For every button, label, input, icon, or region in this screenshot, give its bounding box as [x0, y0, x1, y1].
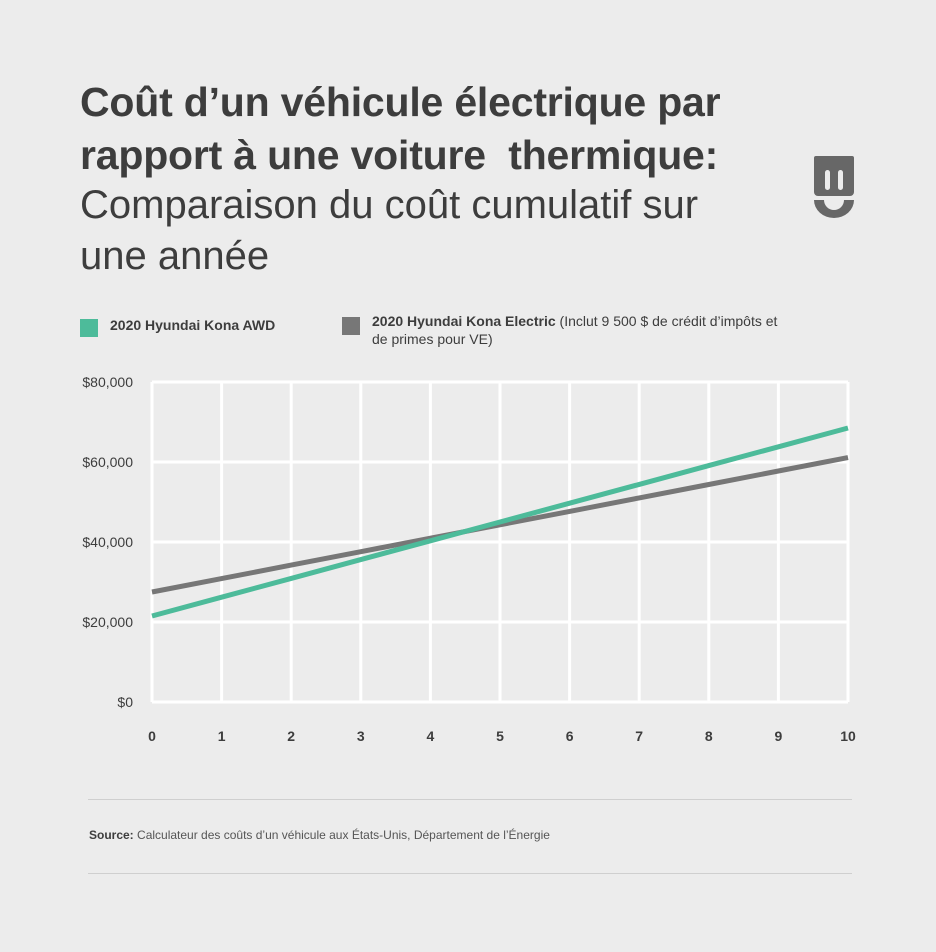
y-axis-ticks: $0 $20,000 $40,000 $60,000 $80,000 [82, 374, 133, 710]
x-tick-label: 1 [218, 728, 226, 744]
title-block: Coût d’un véhicule électrique par rapport… [80, 76, 780, 282]
gridlines [150, 380, 850, 704]
chart-title-line2: rapport à une voiture thermique: [80, 132, 719, 178]
x-tick-label: 2 [287, 728, 295, 744]
chart-subtitle: Comparaison du coût cumulatif sur une ann… [80, 180, 780, 282]
source-text: Calculateur des coûts d’un véhicule aux … [133, 828, 550, 842]
y-tick-label: $0 [117, 694, 133, 710]
line-chart: $0 $20,000 $40,000 $60,000 $80,000 0 1 2 3 4 5 6 7 8… [0, 360, 936, 760]
chart-title-line1: Coût d’un véhicule électrique par [80, 79, 721, 125]
legend-swatch-kona-awd [80, 319, 98, 337]
x-tick-label: 6 [566, 728, 574, 744]
legend-swatch-kona-electric [342, 317, 360, 335]
legend: 2020 Hyundai Kona AWD 2020 Hyundai Kona … [0, 312, 936, 352]
chart-title: Coût d’un véhicule électrique par rapport… [80, 76, 780, 182]
series-lines [151, 425, 849, 619]
plug-face-logo-icon [812, 154, 856, 220]
legend-label-kona-electric: 2020 Hyundai Kona Electric [372, 313, 556, 329]
y-tick-label: $20,000 [82, 614, 133, 630]
series-line-kona-electric [151, 455, 849, 595]
legend-item-kona-electric: 2020 Hyundai Kona Electric (Inclut 9 500… [342, 312, 782, 348]
x-axis-ticks: 0 1 2 3 4 5 6 7 8 9 10 [148, 728, 856, 744]
y-tick-label: $80,000 [82, 374, 133, 390]
x-tick-label: 3 [357, 728, 365, 744]
x-tick-label: 0 [148, 728, 156, 744]
source-label: Source: [89, 828, 134, 842]
chart-subtitle-line2: une année [80, 234, 270, 278]
legend-detail-kona-electric: (Inclut 9 500 $ de crédit d’impôts et de… [372, 313, 778, 347]
y-tick-label: $60,000 [82, 454, 133, 470]
legend-label-kona-awd: 2020 Hyundai Kona AWD [110, 317, 276, 333]
chart-svg: $0 $20,000 $40,000 $60,000 $80,000 0 1 2 3 4 5 6 7 8… [82, 374, 856, 744]
series-line-kona-awd [151, 425, 849, 619]
x-tick-label: 7 [635, 728, 643, 744]
y-tick-label: $40,000 [82, 534, 133, 550]
divider-bottom [88, 873, 852, 874]
chart-subtitle-line1: Comparaison du coût cumulatif sur [80, 183, 699, 227]
divider-top [88, 799, 852, 800]
source-note: Source: Calculateur des coûts d’un véhic… [89, 828, 550, 842]
x-tick-label: 8 [705, 728, 713, 744]
x-tick-label: 5 [496, 728, 504, 744]
x-tick-label: 10 [840, 728, 856, 744]
legend-item-kona-awd: 2020 Hyundai Kona AWD [80, 316, 275, 337]
x-tick-label: 4 [427, 728, 435, 744]
x-tick-label: 9 [775, 728, 783, 744]
